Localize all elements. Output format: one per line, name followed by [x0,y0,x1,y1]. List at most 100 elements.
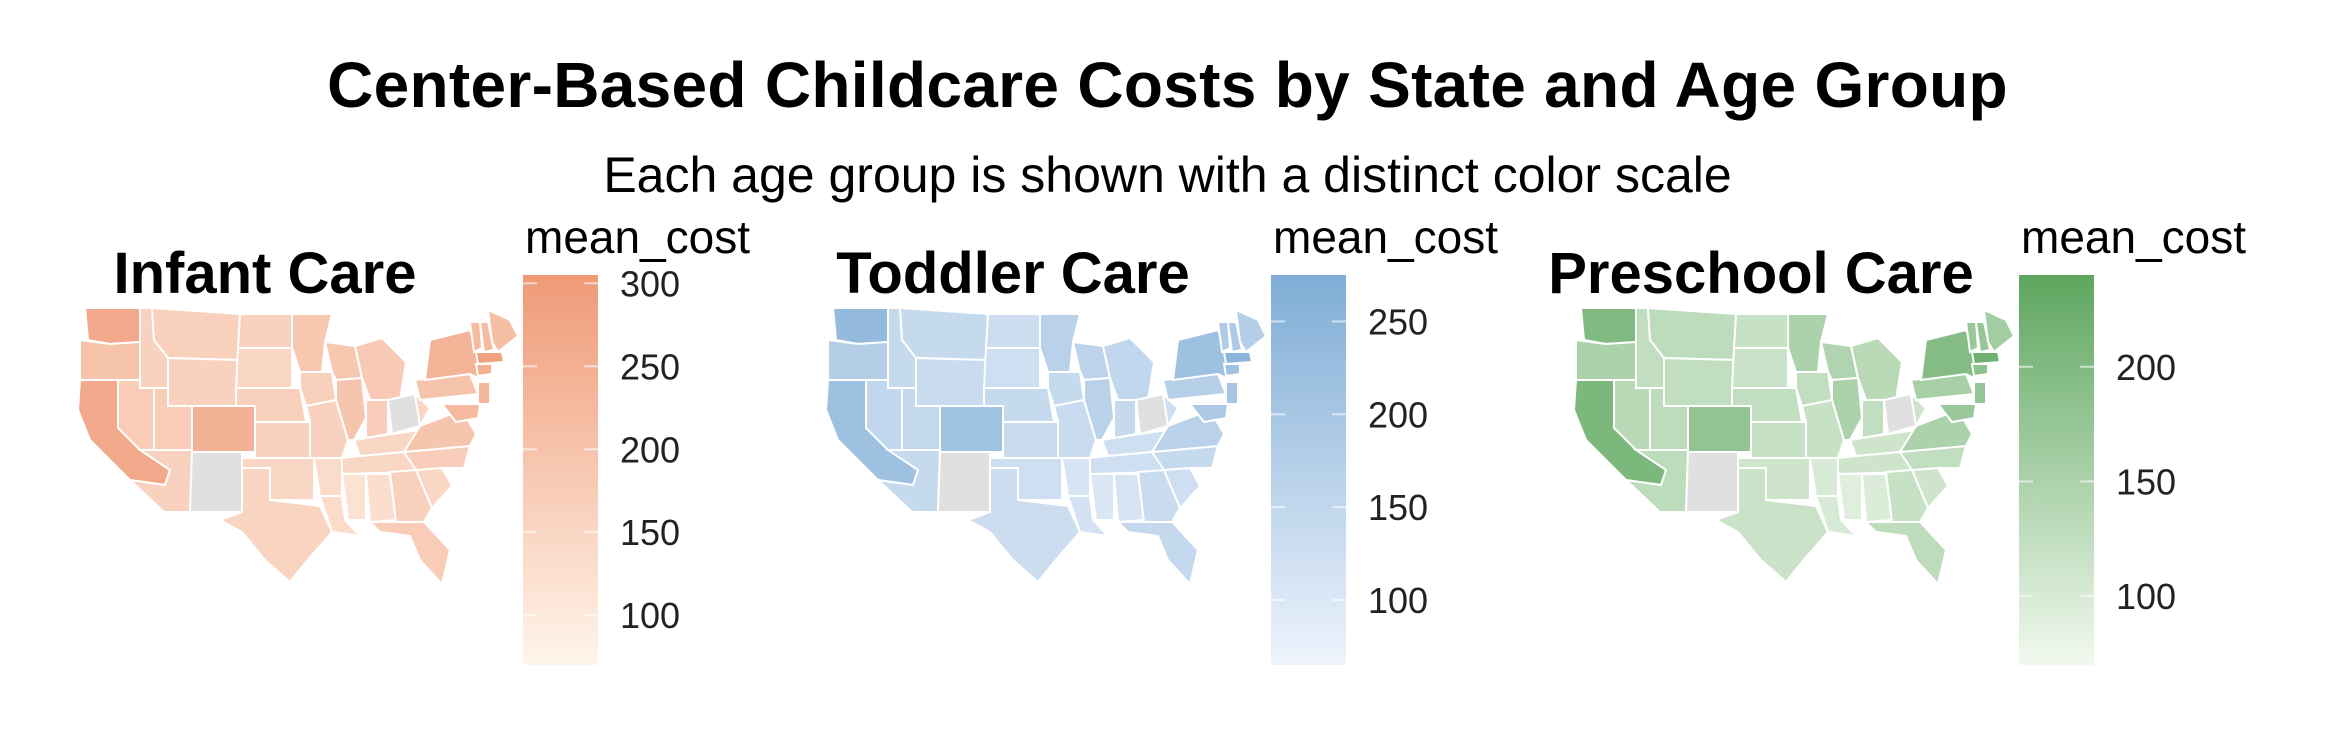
chart-title: Center-Based Childcare Costs by State an… [327,49,2008,121]
state-wv [413,391,432,430]
state-vt [1964,321,1980,354]
state-wy [167,356,240,410]
colorbar-tick-label: 250 [1368,301,1428,342]
legend-title-toddler: mean_cost [1273,211,1499,263]
state-nm [936,451,991,513]
state-ms [340,473,367,521]
colorbar-tick-label: 150 [2116,461,2176,502]
state-wa [1579,307,1637,346]
panel-title-infant: Infant Care [113,241,417,306]
state-wa [83,307,141,346]
colorbar-gradient [523,275,598,665]
state-ct [1222,363,1241,378]
state-nm [188,451,243,513]
state-wy [1663,356,1736,410]
state-wa [831,307,889,346]
colorbar-gradient [1271,275,1346,665]
state-tx [1713,467,1830,584]
state-or [79,338,141,381]
state-nj [1973,381,1987,405]
colorbar-tick-label: 150 [1368,487,1428,528]
state-la [1814,495,1859,538]
state-ny [423,328,484,382]
state-nd [984,313,1041,349]
state-ks [254,421,311,459]
panel-title-toddler: Toddler Care [836,241,1190,306]
state-ms [1836,473,1863,521]
state-nd [236,313,293,349]
infant-care-panel: Infant Care mean_cost 100 150 200 250 300 [40,0,800,751]
state-md [1187,403,1230,424]
preschool-care-panel: Preschool Care mean_cost 100 150 200 [1536,0,2296,751]
state-wy [915,356,988,410]
state-tx [965,467,1082,584]
state-vt [468,321,484,354]
state-ma [474,351,506,366]
state-co [1687,405,1752,453]
state-ga [1884,468,1930,523]
state-la [318,495,363,538]
state-nd [1732,313,1789,349]
state-ar [312,457,343,497]
chart-subtitle: Each age group is shown with a distinct … [603,147,1732,203]
state-ct [474,363,493,378]
colorbar-tick-label: 100 [2116,576,2176,617]
colorbar-tick-label: 100 [620,595,680,636]
state-me [486,308,520,354]
state-ga [1136,468,1182,523]
state-sd [982,347,1041,389]
state-fl [1863,521,1948,587]
infant-care-map [76,306,520,587]
colorbar-tick-label: 100 [1368,580,1428,621]
state-nj [477,381,491,405]
state-ma [1222,351,1254,366]
state-ny [1171,328,1232,382]
colorbar-tick-label: 200 [2116,347,2176,388]
state-ar [1060,457,1091,497]
state-co [939,405,1004,453]
state-mt [150,306,242,362]
state-me [1234,308,1268,354]
colorbar-tick-label: 200 [1368,394,1428,435]
preschool-care-map [1572,306,2016,587]
preschool-care-colorbar: 100 150 200 [2019,275,2176,665]
state-in [1861,399,1885,440]
toddler-care-colorbar: 100 150 200 250 [1271,275,1428,665]
state-in [365,399,389,440]
colorbar-tick-label: 250 [620,346,680,387]
state-vt [1216,321,1232,354]
state-sd [1730,347,1789,389]
state-mt [1646,306,1738,362]
infant-care-colorbar: 100 150 200 250 300 [523,263,680,665]
colorbar-tick-label: 200 [620,429,680,470]
colorbar-tick-label: 150 [620,512,680,553]
state-me [1982,308,2016,354]
state-ks [1002,421,1059,459]
panel-title-preschool: Preschool Care [1548,241,1974,306]
state-ny [1919,328,1980,382]
state-nh [1226,321,1244,354]
state-ct [1970,363,1989,378]
state-nm [1684,451,1739,513]
state-tx [217,467,334,584]
toddler-care-map [824,306,1268,587]
state-mt [898,306,990,362]
state-co [191,405,256,453]
state-nh [1974,321,1992,354]
state-md [439,403,482,424]
state-or [1575,338,1637,381]
state-sd [234,347,293,389]
state-ma [1970,351,2002,366]
state-fl [1115,521,1200,587]
state-ga [388,468,434,523]
state-nj [1225,381,1239,405]
state-ar [1808,457,1839,497]
colorbar-gradient [2019,275,2094,665]
state-or [827,338,889,381]
toddler-care-panel: Toddler Care mean_cost 100 150 200 250 [788,0,1548,751]
state-ms [1088,473,1115,521]
state-nh [478,321,496,354]
state-wv [1161,391,1180,430]
state-md [1935,403,1978,424]
state-fl [367,521,452,587]
